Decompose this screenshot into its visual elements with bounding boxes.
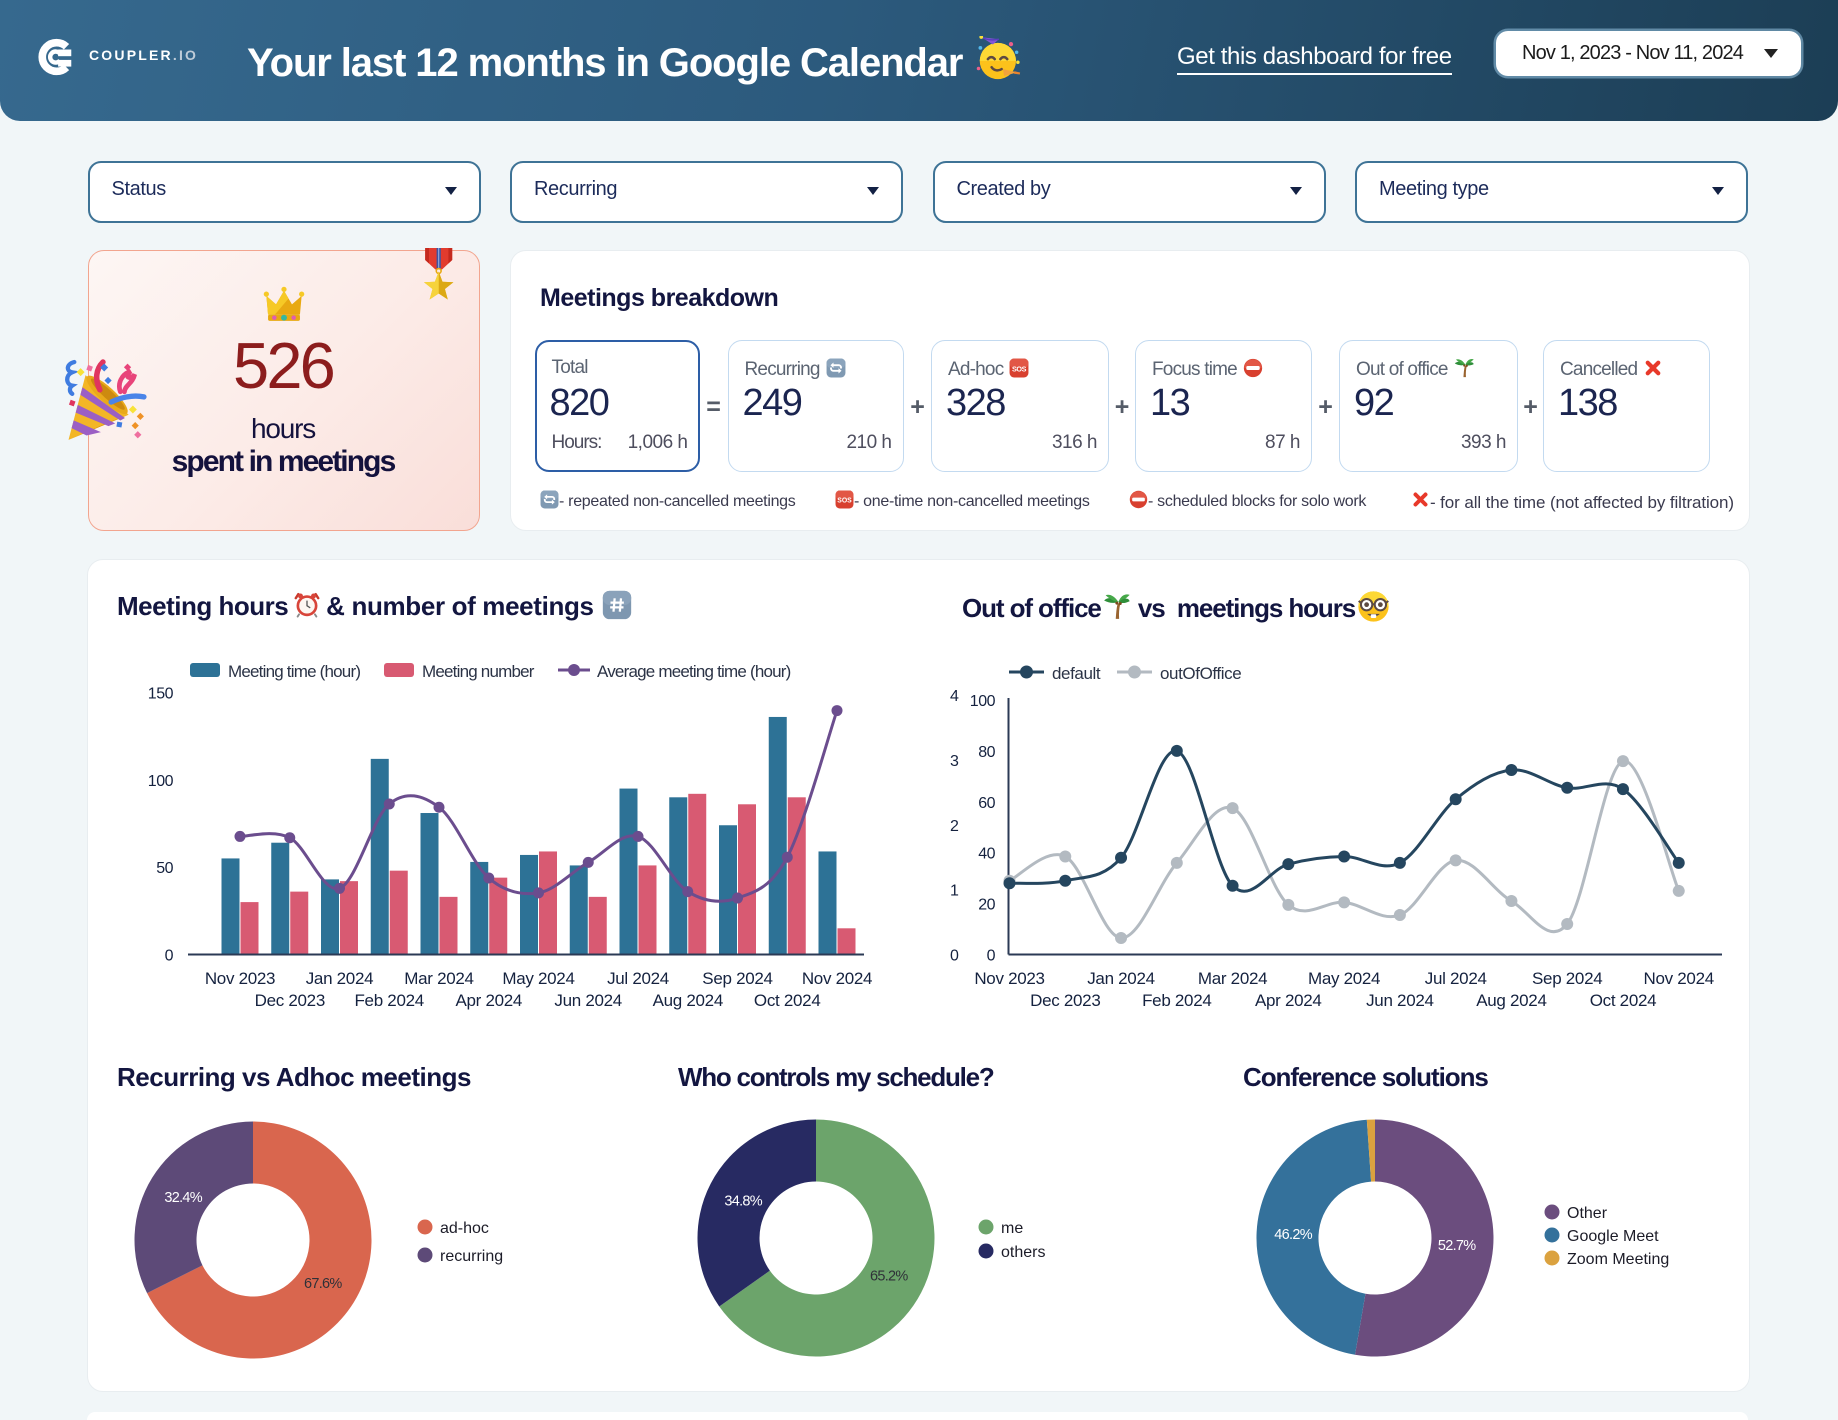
svg-text:Feb 2024: Feb 2024 — [354, 991, 423, 1010]
svg-text:Mar 2024: Mar 2024 — [404, 969, 473, 988]
svg-text:Jan 2024: Jan 2024 — [1087, 969, 1155, 988]
svg-text:65.2%: 65.2% — [870, 1269, 908, 1285]
svg-text:me: me — [1001, 1220, 1023, 1237]
svg-text:Other: Other — [1567, 1205, 1608, 1222]
svg-text:0: 0 — [987, 948, 996, 965]
svg-text:Meeting time (hour): Meeting time (hour) — [228, 662, 360, 681]
svg-text:Oct 2024: Oct 2024 — [1590, 991, 1657, 1010]
svg-text:52.7%: 52.7% — [1438, 1238, 1476, 1254]
svg-text:May 2024: May 2024 — [1308, 969, 1380, 988]
svg-text:Sep 2024: Sep 2024 — [1532, 969, 1602, 988]
svg-text:4: 4 — [950, 688, 959, 705]
svg-text:Mar 2024: Mar 2024 — [1198, 969, 1267, 988]
svg-text:others: others — [1001, 1244, 1045, 1261]
svg-text:150: 150 — [148, 686, 174, 703]
svg-text:20: 20 — [978, 897, 995, 914]
svg-text:2: 2 — [950, 818, 959, 835]
svg-text:Jun 2024: Jun 2024 — [1366, 991, 1434, 1010]
svg-text:May 2024: May 2024 — [502, 969, 574, 988]
svg-text:100: 100 — [148, 773, 174, 790]
svg-text:Aug 2024: Aug 2024 — [653, 991, 723, 1010]
svg-text:Average meeting time (hour): Average meeting time (hour) — [597, 662, 791, 681]
svg-text:Oct 2024: Oct 2024 — [754, 991, 821, 1010]
svg-text:40: 40 — [978, 846, 995, 863]
svg-text:outOfOffice: outOfOffice — [1160, 664, 1241, 683]
svg-text:32.4%: 32.4% — [164, 1190, 202, 1206]
svg-text:Dec 2023: Dec 2023 — [1030, 991, 1100, 1010]
svg-text:Sep 2024: Sep 2024 — [702, 969, 772, 988]
svg-text:34.8%: 34.8% — [724, 1193, 762, 1209]
svg-text:Jul 2024: Jul 2024 — [1425, 969, 1487, 988]
svg-text:Aug 2024: Aug 2024 — [1476, 991, 1546, 1010]
svg-text:Nov 2024: Nov 2024 — [1644, 969, 1714, 988]
svg-text:recurring: recurring — [440, 1248, 503, 1265]
svg-text:SOS: SOS — [837, 498, 852, 505]
svg-text:1: 1 — [950, 883, 959, 900]
svg-text:Apr 2024: Apr 2024 — [1255, 991, 1322, 1010]
svg-text:80: 80 — [978, 744, 995, 761]
svg-text:Zoom Meeting: Zoom Meeting — [1567, 1251, 1669, 1268]
svg-text:Apr 2024: Apr 2024 — [455, 991, 522, 1010]
svg-text:Meeting number: Meeting number — [422, 662, 535, 681]
svg-text:default: default — [1052, 664, 1101, 683]
svg-text:Nov 2023: Nov 2023 — [205, 969, 275, 988]
svg-text:100: 100 — [970, 693, 996, 710]
svg-text:Google Meet: Google Meet — [1567, 1228, 1659, 1245]
svg-text:3: 3 — [950, 753, 959, 770]
svg-text:Feb 2024: Feb 2024 — [1142, 991, 1211, 1010]
svg-text:60: 60 — [978, 795, 995, 812]
svg-text:Jul 2024: Jul 2024 — [607, 969, 669, 988]
svg-text:Nov 2024: Nov 2024 — [802, 969, 872, 988]
svg-text:0: 0 — [950, 948, 959, 965]
svg-text:0: 0 — [165, 948, 174, 965]
svg-text:Nov 2023: Nov 2023 — [974, 969, 1044, 988]
svg-text:Jan 2024: Jan 2024 — [306, 969, 374, 988]
svg-text:Jun 2024: Jun 2024 — [554, 991, 622, 1010]
svg-text:SOS: SOS — [1012, 364, 1027, 373]
svg-text:67.6%: 67.6% — [304, 1276, 342, 1292]
svg-text:46.2%: 46.2% — [1274, 1227, 1312, 1243]
svg-text:50: 50 — [156, 860, 173, 877]
svg-text:Dec 2023: Dec 2023 — [255, 991, 325, 1010]
svg-text:ad-hoc: ad-hoc — [440, 1220, 489, 1237]
